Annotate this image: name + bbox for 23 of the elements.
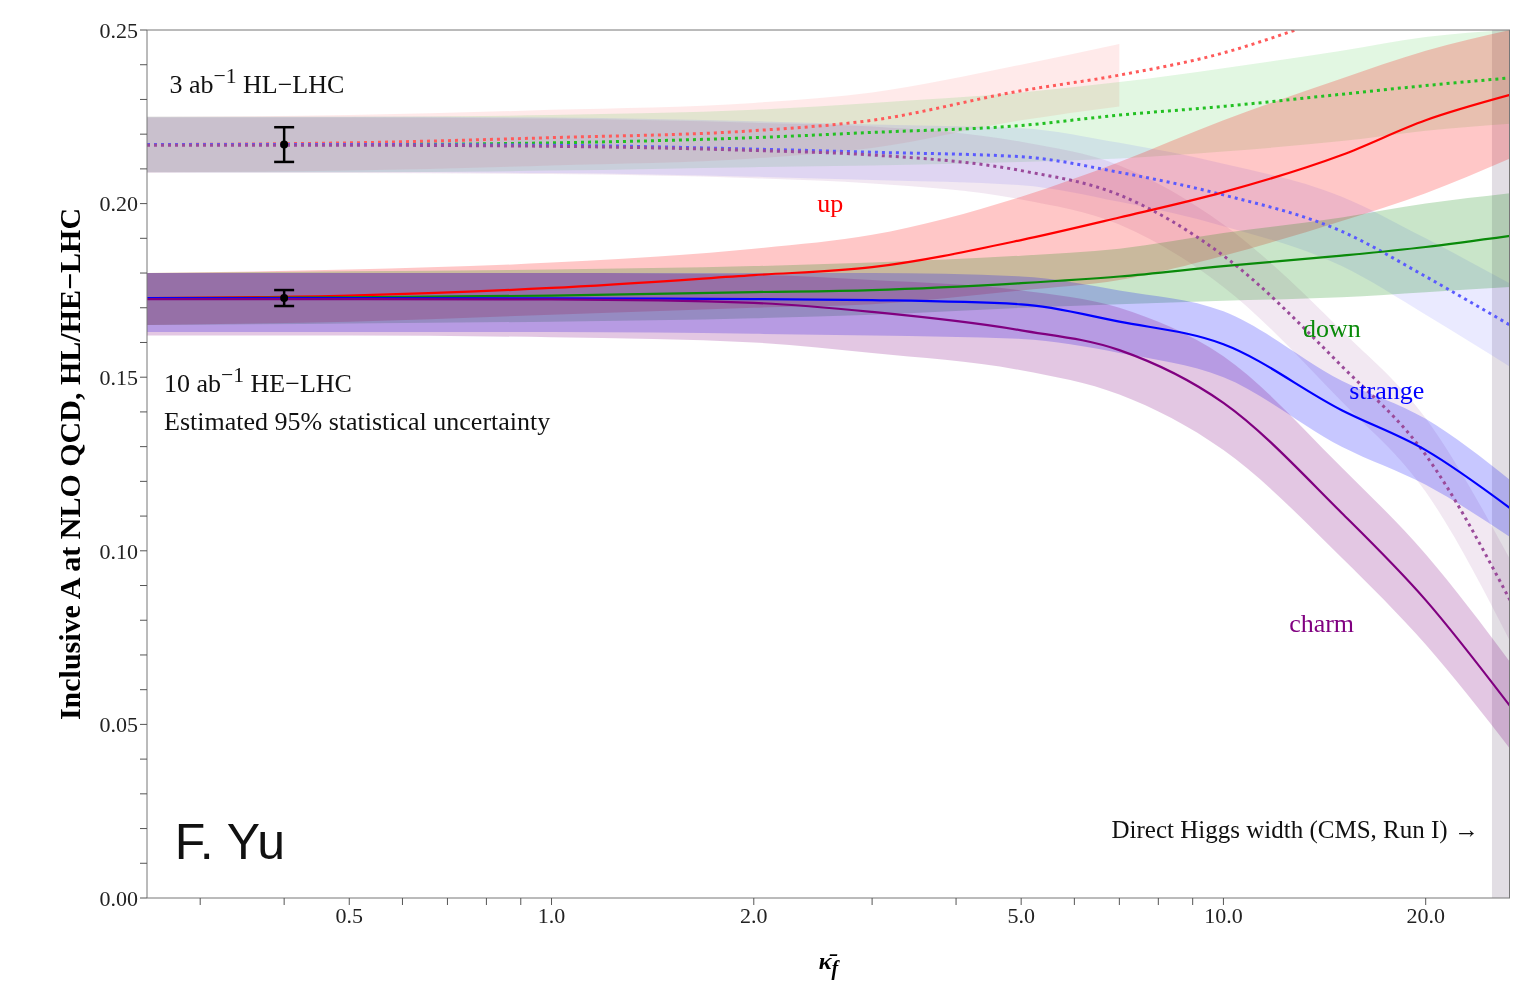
x-tick-label: 1.0 — [537, 902, 566, 928]
x-axis-title: κ̄$_{f}$ — [818, 948, 839, 980]
annotation: F. Yu — [174, 813, 286, 872]
annotation: Direct Higgs width (CMS, Run I) → — [1111, 816, 1479, 845]
y-tick-label: 0.20 — [99, 191, 138, 217]
y-tick-label: 0.00 — [99, 885, 138, 911]
y-tick-label: 0.10 — [99, 538, 138, 564]
x-tick-label: 20.0 — [1406, 902, 1445, 928]
y-tick-label: 0.15 — [99, 365, 138, 391]
y-axis-title: Inclusive A at NLO QCD, HL/HE−LHC — [53, 207, 87, 721]
x-tick-label: 0.5 — [335, 902, 364, 928]
x-tick-label: 5.0 — [1007, 902, 1035, 928]
annotation: Estimated 95% statistical uncertainty — [164, 407, 551, 438]
y-tick-label: 0.05 — [99, 712, 138, 738]
text: up — [817, 188, 844, 219]
x-tick-label: 2.0 — [740, 902, 768, 928]
text: charm — [1289, 608, 1355, 639]
series-label: strange — [1349, 376, 1425, 407]
annotation: 3 ab$^{−1}$ HL−LHC — [169, 64, 345, 100]
x-tick-label: 10.0 — [1204, 902, 1243, 928]
text: down — [1302, 313, 1361, 344]
annotation: 10 ab$^{−1}$ HE−LHC — [164, 362, 352, 399]
y-tick-label: 0.25 — [99, 17, 138, 43]
